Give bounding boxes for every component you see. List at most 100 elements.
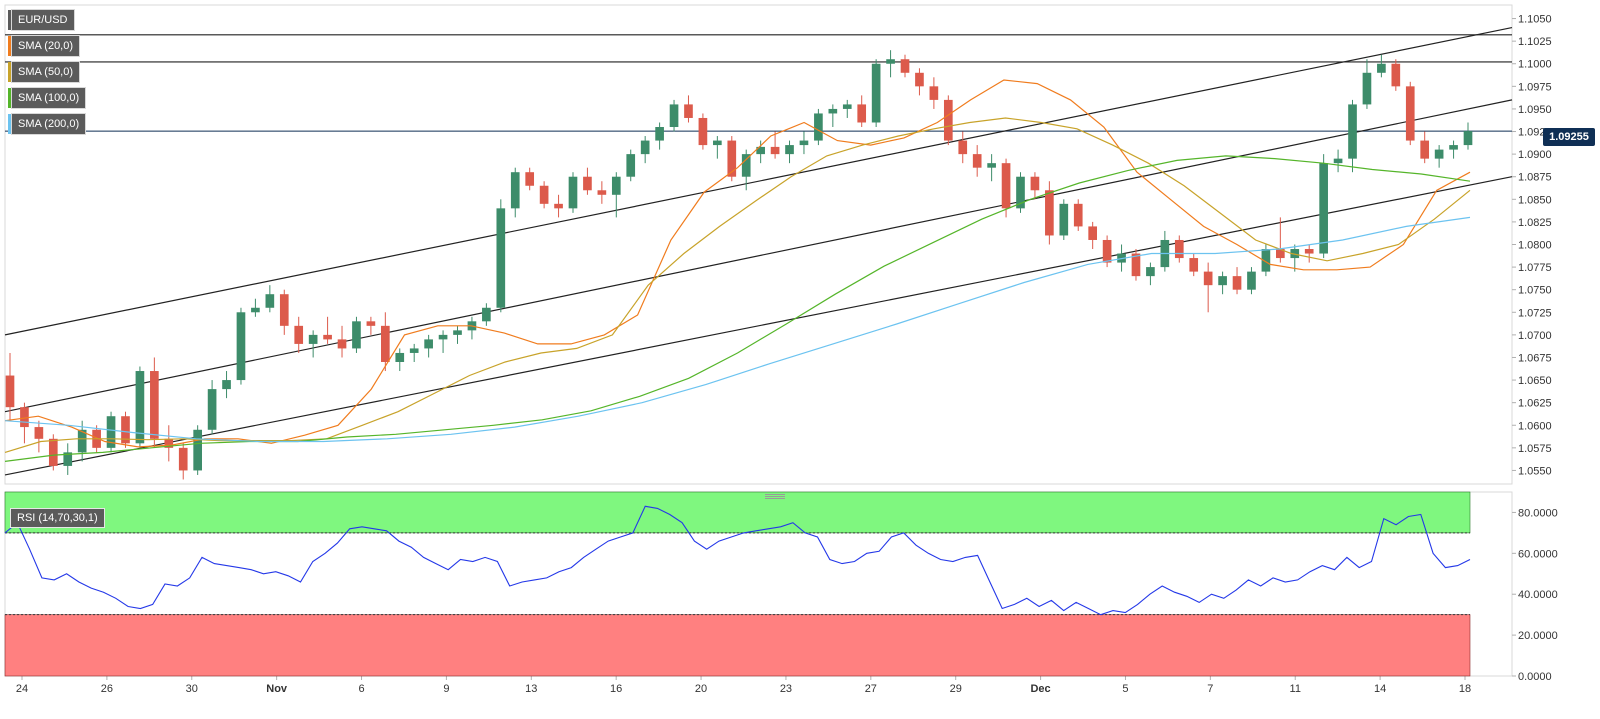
- price-tick-label: 1.0900: [1518, 149, 1552, 161]
- candle-body: [1276, 249, 1285, 259]
- candle-body: [655, 127, 664, 141]
- price-tick-label: 1.0575: [1518, 443, 1552, 455]
- candle-body: [207, 389, 217, 430]
- x-tick-label: 11: [1290, 683, 1301, 695]
- candle-body: [1377, 63, 1386, 73]
- candle-body: [929, 86, 939, 100]
- candle-body: [1290, 249, 1300, 259]
- x-tick-label: 9: [443, 683, 449, 695]
- x-tick-label: Dec: [1030, 683, 1050, 695]
- candle-body: [1247, 271, 1256, 290]
- candle-body: [669, 104, 679, 128]
- legend-swatch: [8, 88, 11, 108]
- candle-body: [568, 176, 578, 209]
- price-tick-label: 1.0600: [1518, 420, 1552, 432]
- price-tick-label: 1.0875: [1518, 172, 1552, 184]
- x-tick-label: 24: [16, 683, 28, 695]
- candle-body: [395, 352, 405, 362]
- price-plot-area: [4, 4, 1513, 485]
- candle-body: [814, 113, 823, 141]
- price-tick-label: 1.0625: [1518, 398, 1552, 410]
- candle-body: [713, 140, 722, 146]
- candle-body: [871, 63, 881, 123]
- panel-resize-handle[interactable]: [765, 494, 785, 500]
- candle-body: [1146, 267, 1155, 277]
- candle-body: [77, 429, 87, 453]
- x-tick-label: Nov: [266, 683, 288, 695]
- sma-line: [4, 216, 1471, 443]
- candle-body: [308, 334, 318, 344]
- candle-body: [178, 447, 188, 471]
- rsi-line: [4, 505, 1471, 616]
- x-tick-label: 14: [1374, 683, 1386, 695]
- candle-body: [1001, 163, 1011, 209]
- legend-sma-200[interactable]: SMA (200,0): [8, 113, 87, 135]
- sma-100-label: SMA (100,0): [11, 87, 87, 109]
- x-tick-label: 30: [186, 683, 198, 695]
- candle-body: [380, 325, 390, 362]
- price-tick-label: 1.0650: [1518, 375, 1552, 387]
- price-tick-label: 1.0800: [1518, 240, 1552, 252]
- price-tick-label: 1.0850: [1518, 194, 1552, 206]
- legend-sma-100[interactable]: SMA (100,0): [8, 87, 87, 109]
- rsi-oversold-zone: [4, 614, 1471, 677]
- candle-body: [886, 59, 895, 64]
- candle-body: [1131, 253, 1141, 277]
- candle-body: [1102, 239, 1112, 263]
- price-tick-label: 1.0950: [1518, 104, 1552, 116]
- rsi-tick-label: 60.0000: [1518, 548, 1558, 560]
- candle-body: [972, 154, 982, 168]
- candle-body: [1030, 176, 1040, 191]
- legend-sma-50[interactable]: SMA (50,0): [8, 61, 86, 83]
- x-tick-label: 16: [610, 683, 622, 695]
- candle-body: [1333, 158, 1343, 164]
- candle-body: [1189, 258, 1199, 272]
- candle-body: [496, 208, 506, 308]
- legend-swatch: [8, 62, 11, 82]
- legend-swatch: [8, 10, 11, 30]
- candle-body: [828, 108, 838, 114]
- rsi-tick-label: 0.0000: [1518, 671, 1552, 683]
- candle-body: [1045, 190, 1054, 236]
- candle-body: [741, 154, 751, 177]
- candle-body: [409, 348, 419, 353]
- rsi-legend-label[interactable]: RSI (14,70,30,1): [10, 508, 105, 528]
- trend-channel-line: [4, 99, 1513, 413]
- candle-body: [1463, 131, 1473, 146]
- candle-body: [150, 371, 159, 439]
- candle-body: [265, 294, 275, 308]
- candle-body: [1073, 203, 1083, 227]
- candle-body: [539, 185, 549, 204]
- price-tick-label: 1.0725: [1518, 307, 1552, 319]
- candle-body: [640, 140, 650, 155]
- candle-body: [1016, 176, 1025, 209]
- rsi-tick-label: 40.0000: [1518, 589, 1558, 601]
- indicator-legend: EUR/USD SMA (20,0) SMA (50,0) SMA (100,0…: [8, 9, 87, 135]
- candle-body: [842, 104, 852, 109]
- candle-body: [438, 334, 448, 340]
- last-price-badge: 1.09255: [1543, 128, 1595, 146]
- candle-body: [34, 427, 44, 439]
- candle-body: [1348, 104, 1357, 159]
- candle-body: [294, 325, 304, 344]
- candle-body: [1420, 140, 1430, 159]
- price-tick-label: 1.1000: [1518, 59, 1552, 71]
- price-tick-label: 1.0675: [1518, 352, 1552, 364]
- candle-body: [1362, 72, 1372, 105]
- legend-swatch: [8, 36, 11, 56]
- price-tick-label: 1.0775: [1518, 262, 1552, 274]
- candle-body: [611, 176, 621, 195]
- candle-body: [135, 371, 145, 444]
- candle-body: [597, 190, 607, 195]
- x-tick-label: 26: [101, 683, 113, 695]
- legend-sma-20[interactable]: SMA (20,0): [8, 35, 86, 57]
- candle-body: [193, 429, 202, 471]
- candle-body: [1261, 249, 1271, 272]
- candle-body: [900, 59, 910, 73]
- candle-body: [770, 146, 780, 155]
- legend-symbol[interactable]: EUR/USD: [8, 9, 86, 31]
- candle-body: [915, 72, 924, 87]
- candle-body: [48, 438, 58, 466]
- candle-body: [958, 140, 968, 155]
